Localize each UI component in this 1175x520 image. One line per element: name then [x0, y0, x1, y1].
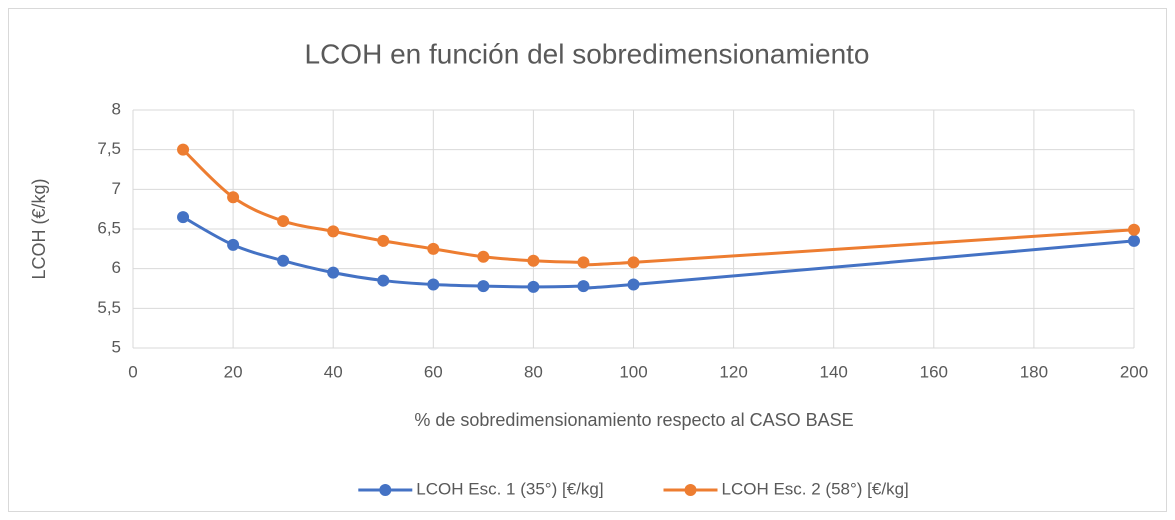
x-tick-label: 200	[1120, 362, 1148, 381]
data-point	[327, 266, 340, 279]
data-point	[277, 254, 290, 267]
y-tick-label: 6,5	[97, 218, 121, 237]
data-point	[477, 250, 490, 263]
y-axis-label: LCOH (€/kg)	[29, 178, 49, 279]
data-point	[1128, 234, 1140, 247]
x-tick-label: 120	[719, 362, 747, 381]
data-point	[1128, 223, 1140, 236]
data-point	[227, 191, 240, 204]
data-point	[527, 254, 540, 267]
legend-label: LCOH Esc. 1 (35°) [€/kg]	[416, 479, 603, 498]
data-point	[427, 278, 440, 291]
data-point	[327, 225, 340, 238]
y-tick-label: 6	[112, 258, 121, 277]
x-tick-label: 140	[820, 362, 848, 381]
data-point	[427, 242, 440, 255]
data-point	[377, 234, 390, 247]
y-tick-label: 5	[112, 337, 121, 356]
y-tick-label: 7	[112, 179, 121, 198]
data-point	[177, 211, 190, 224]
y-tick-label: 7,5	[97, 139, 121, 158]
data-point	[577, 256, 590, 269]
legend-marker	[684, 484, 697, 496]
data-point	[577, 280, 590, 293]
data-point	[227, 238, 240, 251]
data-point	[377, 274, 390, 287]
data-point	[627, 278, 640, 291]
chart-title: LCOH en función del sobredimensionamient…	[305, 38, 870, 69]
x-tick-label: 0	[128, 362, 137, 381]
x-axis-label: % de sobredimensionamiento respecto al C…	[414, 410, 853, 430]
x-tick-label: 40	[324, 362, 343, 381]
x-tick-label: 20	[224, 362, 243, 381]
y-tick-label: 8	[112, 99, 121, 118]
legend-label: LCOH Esc. 2 (58°) [€/kg]	[722, 479, 909, 498]
data-point	[527, 280, 540, 293]
y-tick-label: 5,5	[97, 298, 121, 317]
data-point	[177, 143, 190, 156]
data-point	[277, 215, 290, 228]
x-tick-label: 80	[524, 362, 543, 381]
x-tick-label: 160	[920, 362, 948, 381]
data-point	[477, 280, 490, 293]
legend-marker	[379, 484, 392, 496]
data-point	[627, 256, 640, 269]
x-tick-label: 60	[424, 362, 443, 381]
x-tick-label: 180	[1020, 362, 1048, 381]
x-tick-label: 100	[619, 362, 647, 381]
